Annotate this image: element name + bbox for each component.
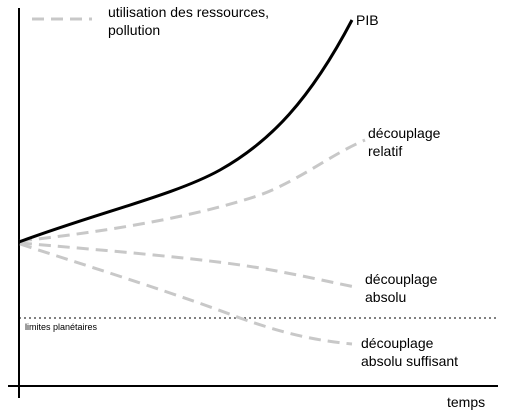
gdp-curve xyxy=(19,20,352,242)
legend-label-line1: utilisation des ressources, xyxy=(108,4,269,20)
absolute-label-line2: absolu xyxy=(365,289,406,305)
relative-label-line1: découplage xyxy=(368,125,441,141)
sufficient-label-line1: découplage xyxy=(361,335,434,351)
gdp-label: PIB xyxy=(356,12,379,28)
planetary-limits-label: limites planétaires xyxy=(25,322,98,332)
absolute-label-line1: découplage xyxy=(365,271,438,287)
sufficient-label-line2: absolu suffisant xyxy=(361,353,458,369)
legend-label-line2: pollution xyxy=(108,22,160,38)
relative-label-line2: relatif xyxy=(368,143,402,159)
absolute-decoupling-curve xyxy=(20,243,355,287)
relative-decoupling-curve xyxy=(20,140,365,241)
x-axis-label: temps xyxy=(447,394,485,410)
